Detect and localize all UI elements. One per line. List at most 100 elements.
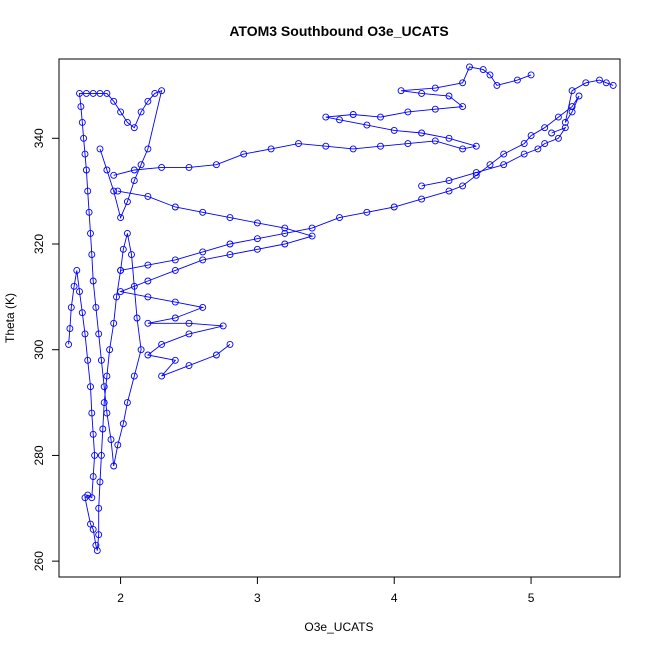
data-point [96, 145, 104, 153]
x-tick-label: 4 [391, 591, 398, 605]
data-point [575, 92, 583, 100]
data-point [226, 240, 234, 248]
series-line [117, 190, 314, 377]
data-point [84, 187, 92, 195]
data-point [418, 89, 426, 97]
data-point [295, 140, 302, 148]
data-point [66, 325, 74, 333]
data-point [76, 288, 83, 296]
data-point [568, 108, 576, 116]
data-point [500, 161, 508, 169]
data-point [81, 330, 89, 338]
data-point [472, 169, 480, 177]
data-point [133, 314, 141, 322]
data-point [89, 525, 97, 533]
data-point [185, 319, 193, 327]
data-point [445, 134, 453, 142]
data-point [253, 235, 261, 243]
data-point [113, 293, 120, 301]
data-point [445, 177, 453, 185]
data-point [568, 87, 576, 95]
series-line [68, 89, 163, 551]
data-point [80, 134, 88, 142]
data-point [89, 277, 97, 285]
data-point [472, 142, 480, 150]
data-point [171, 266, 179, 274]
data-point [404, 108, 412, 116]
data-point [609, 81, 617, 89]
data-point [513, 76, 521, 84]
data-series-layer [65, 63, 617, 555]
series-4 [114, 187, 316, 380]
data-point [65, 340, 73, 348]
data-point [137, 108, 145, 116]
data-point [171, 356, 179, 364]
series-5 [418, 124, 569, 190]
data-point [106, 346, 114, 354]
data-point [568, 103, 576, 111]
data-point [554, 134, 562, 142]
data-point [212, 161, 220, 169]
data-point [88, 409, 96, 417]
y-tick-label: 300 [32, 339, 46, 359]
data-point [87, 520, 94, 528]
data-point [144, 319, 152, 327]
data-point [103, 89, 111, 97]
data-point [185, 362, 193, 370]
data-point [144, 293, 152, 301]
data-point [130, 282, 138, 290]
data-point [541, 124, 549, 132]
data-point [308, 224, 316, 232]
data-point [582, 79, 590, 87]
data-point [103, 372, 111, 380]
y-tick-label: 320 [32, 234, 46, 254]
series-line [421, 126, 567, 187]
data-point [114, 441, 122, 449]
data-point [322, 113, 330, 121]
data-point [240, 150, 248, 158]
data-point [130, 372, 138, 380]
y-axis-label: Theta (K) [3, 293, 17, 343]
data-point [322, 142, 330, 150]
data-point [95, 330, 103, 338]
data-point [103, 409, 111, 417]
data-point [130, 177, 138, 185]
data-point [95, 531, 103, 539]
data-point [81, 150, 89, 158]
data-point [199, 248, 207, 256]
data-point [554, 113, 562, 121]
data-point [431, 137, 439, 145]
x-tick-label: 5 [528, 591, 535, 605]
data-point [78, 309, 86, 317]
data-point [130, 124, 138, 132]
series-1 [65, 87, 166, 555]
data-point [93, 547, 101, 555]
data-point [76, 89, 83, 97]
data-point [84, 356, 92, 364]
data-point [363, 121, 371, 129]
data-point [123, 399, 131, 407]
y-tick-label: 340 [32, 128, 46, 148]
data-point [493, 81, 501, 89]
data-point [520, 150, 528, 158]
chart-title: ATOM3 Southbound O3e_UCATS [229, 23, 448, 39]
data-point [137, 161, 145, 169]
data-point [96, 89, 104, 97]
data-point [281, 224, 289, 232]
data-point [158, 163, 166, 171]
data-point [171, 256, 179, 264]
data-point [78, 118, 86, 126]
data-point [110, 462, 118, 470]
data-point [92, 303, 100, 311]
data-point [377, 113, 384, 121]
data-point [73, 266, 81, 274]
data-point [541, 140, 549, 148]
data-point [219, 322, 227, 330]
data-point [418, 195, 426, 203]
data-point [349, 111, 357, 118]
data-point [520, 140, 528, 148]
data-point [253, 245, 261, 253]
data-point [88, 251, 96, 259]
data-point [459, 103, 467, 111]
data-point [70, 282, 78, 290]
